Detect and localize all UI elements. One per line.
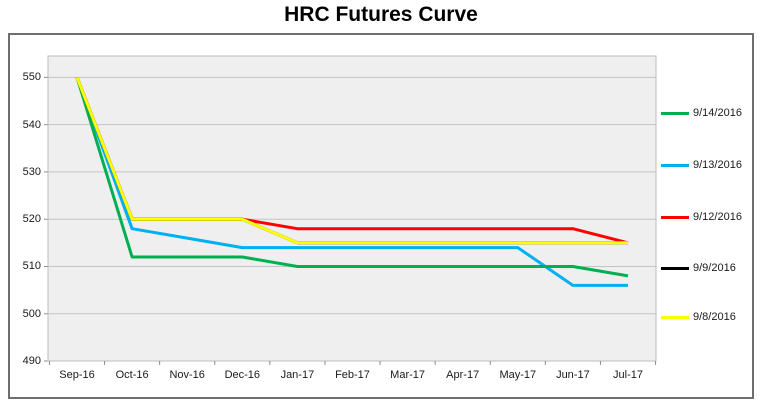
x-axis-label-Nov-16: Nov-16	[169, 369, 205, 381]
legend-label-9-12-2016: 9/12/2016	[693, 211, 742, 223]
legend-label-9-14-2016: 9/14/2016	[693, 107, 742, 119]
legend-label-9-9-2016: 9/9/2016	[693, 262, 736, 274]
legend-swatch-9-13-2016	[661, 164, 689, 167]
plot-border	[47, 55, 657, 362]
x-axis-label-Sep-16: Sep-16	[59, 369, 95, 381]
legend-label-9-13-2016: 9/13/2016	[693, 159, 742, 171]
x-axis-label-Oct-16: Oct-16	[115, 369, 149, 381]
x-axis-label-Jan-17: Jan-17	[280, 369, 315, 381]
x-axis-label-Apr-17: Apr-17	[446, 369, 480, 381]
x-axis-label-May-17: May-17	[499, 369, 537, 381]
y-axis-label-500: 500	[22, 307, 41, 320]
x-axis-label-Jul-17: Jul-17	[613, 369, 643, 381]
legend-swatch-9-8-2016	[661, 316, 689, 319]
x-axis-label-Jun-17: Jun-17	[556, 369, 590, 381]
y-axis-label-550: 550	[22, 71, 41, 84]
chart-title: HRC Futures Curve	[284, 3, 478, 26]
y-axis-label-520: 520	[22, 213, 41, 226]
series-line-9-13-2016[interactable]	[75, 76, 628, 287]
plot-background	[48, 56, 656, 361]
series-line-9-14-2016[interactable]	[75, 76, 629, 278]
y-axis-label-530: 530	[22, 165, 41, 178]
legend-swatch-9-12-2016	[661, 216, 689, 219]
x-axis-label-Mar-17: Mar-17	[390, 369, 426, 381]
y-axis-label-490: 490	[22, 355, 41, 367]
legend-label-9-8-2016: 9/8/2016	[693, 311, 736, 323]
y-axis-label-540: 540	[22, 118, 41, 131]
y-axis-label-510: 510	[22, 260, 41, 273]
series-line-9-8-2016[interactable]	[75, 76, 628, 245]
x-axis-label-Feb-17: Feb-17	[335, 369, 370, 381]
x-axis-label-Dec-16: Dec-16	[224, 369, 261, 381]
legend-swatch-9-9-2016	[661, 267, 689, 270]
legend-swatch-9-14-2016	[661, 112, 689, 115]
